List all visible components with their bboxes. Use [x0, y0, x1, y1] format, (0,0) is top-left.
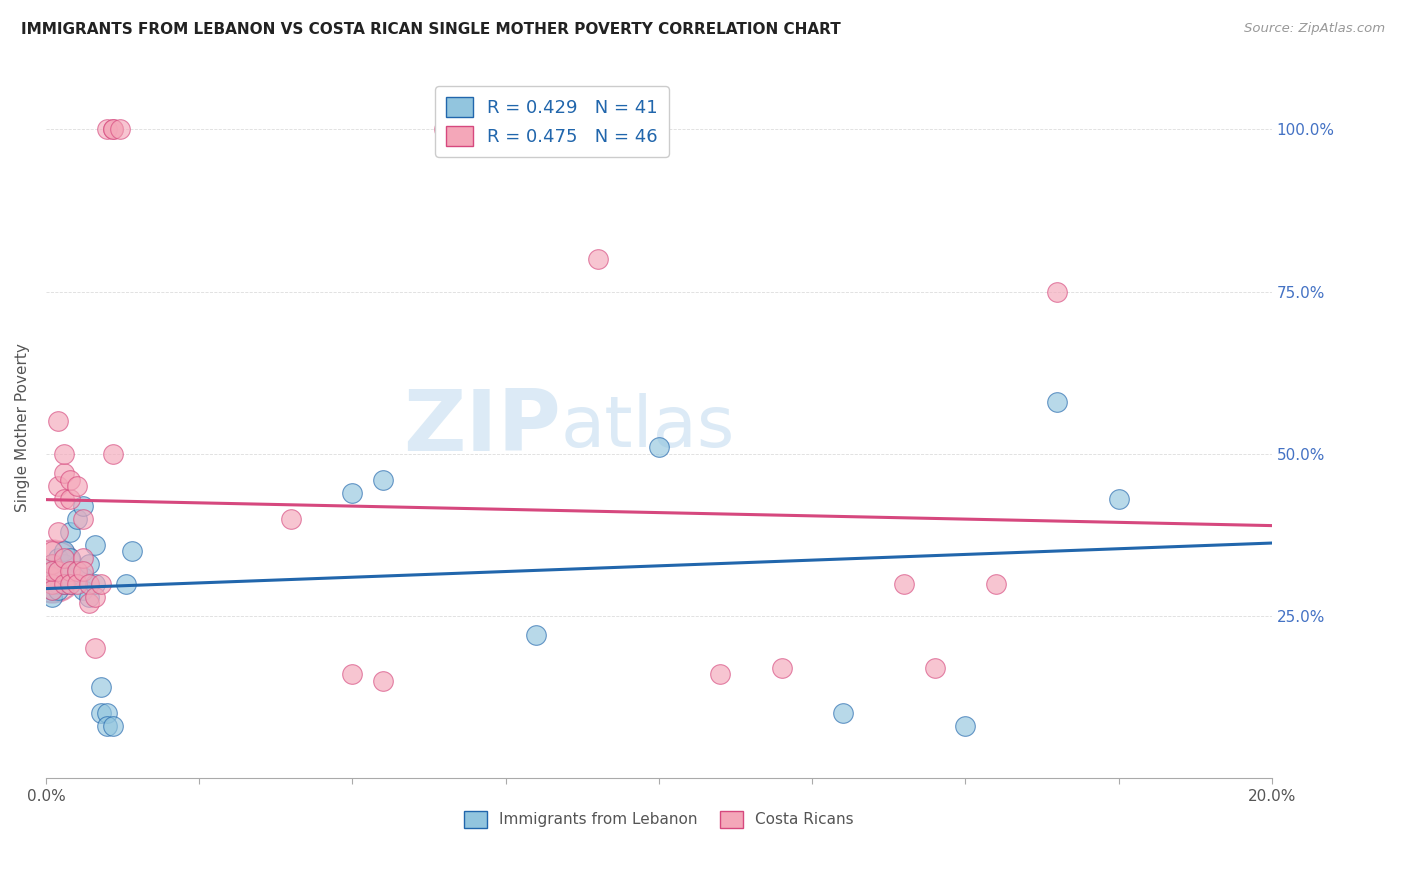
Point — [59, 473, 82, 487]
Point — [77, 557, 100, 571]
Point — [77, 590, 100, 604]
Point — [72, 564, 94, 578]
Point — [46, 414, 69, 428]
Point — [41, 576, 63, 591]
Point — [84, 538, 107, 552]
Point — [53, 467, 76, 481]
Point — [65, 564, 87, 578]
Point — [96, 706, 118, 721]
Point — [371, 673, 394, 688]
Point — [65, 479, 87, 493]
Point — [924, 661, 946, 675]
Point — [103, 122, 125, 136]
Y-axis label: Single Mother Poverty: Single Mother Poverty — [15, 343, 30, 512]
Point — [41, 570, 63, 584]
Point — [831, 706, 853, 721]
Point — [72, 582, 94, 597]
Point — [72, 499, 94, 513]
Text: Source: ZipAtlas.com: Source: ZipAtlas.com — [1244, 22, 1385, 36]
Point — [65, 511, 87, 525]
Point — [53, 576, 76, 591]
Point — [41, 590, 63, 604]
Point — [72, 511, 94, 525]
Point — [114, 576, 136, 591]
Point — [41, 576, 63, 591]
Point — [524, 628, 547, 642]
Point — [648, 440, 671, 454]
Point — [1108, 492, 1130, 507]
Point — [72, 570, 94, 584]
Point — [65, 564, 87, 578]
Legend: Immigrants from Lebanon, Costa Ricans: Immigrants from Lebanon, Costa Ricans — [458, 805, 860, 834]
Point — [65, 576, 87, 591]
Text: atlas: atlas — [561, 393, 735, 462]
Point — [41, 557, 63, 571]
Text: ZIP: ZIP — [404, 386, 561, 469]
Point — [84, 641, 107, 656]
Point — [84, 576, 107, 591]
Point — [90, 706, 112, 721]
Point — [770, 661, 793, 675]
Point — [103, 447, 125, 461]
Point — [893, 576, 915, 591]
Point — [586, 252, 609, 266]
Point — [84, 590, 107, 604]
Point — [72, 550, 94, 565]
Point — [342, 667, 364, 681]
Point — [121, 544, 143, 558]
Point — [41, 582, 63, 597]
Point — [46, 524, 69, 539]
Point — [96, 719, 118, 733]
Point — [41, 544, 63, 558]
Point — [1046, 285, 1069, 299]
Point — [59, 492, 82, 507]
Point — [280, 511, 302, 525]
Point — [46, 570, 69, 584]
Point — [41, 570, 63, 584]
Point — [53, 447, 76, 461]
Point — [59, 576, 82, 591]
Point — [41, 564, 63, 578]
Point — [41, 557, 63, 571]
Point — [41, 582, 63, 597]
Point — [59, 524, 82, 539]
Text: IMMIGRANTS FROM LEBANON VS COSTA RICAN SINGLE MOTHER POVERTY CORRELATION CHART: IMMIGRANTS FROM LEBANON VS COSTA RICAN S… — [21, 22, 841, 37]
Point — [59, 550, 82, 565]
Point — [46, 564, 69, 578]
Point — [59, 576, 82, 591]
Point — [59, 564, 82, 578]
Point — [53, 550, 76, 565]
Point — [709, 667, 731, 681]
Point — [53, 576, 76, 591]
Point — [90, 681, 112, 695]
Point — [90, 576, 112, 591]
Point — [41, 564, 63, 578]
Point — [46, 479, 69, 493]
Point — [984, 576, 1007, 591]
Point — [103, 122, 125, 136]
Point — [955, 719, 977, 733]
Point — [46, 582, 69, 597]
Point — [53, 492, 76, 507]
Point — [342, 485, 364, 500]
Point — [46, 564, 69, 578]
Point — [46, 576, 69, 591]
Point — [371, 473, 394, 487]
Point — [53, 570, 76, 584]
Point — [1046, 395, 1069, 409]
Point — [53, 557, 76, 571]
Point — [96, 122, 118, 136]
Point — [108, 122, 131, 136]
Point — [103, 719, 125, 733]
Point — [46, 550, 69, 565]
Point — [77, 576, 100, 591]
Point — [77, 596, 100, 610]
Point — [53, 544, 76, 558]
Point — [433, 122, 456, 136]
